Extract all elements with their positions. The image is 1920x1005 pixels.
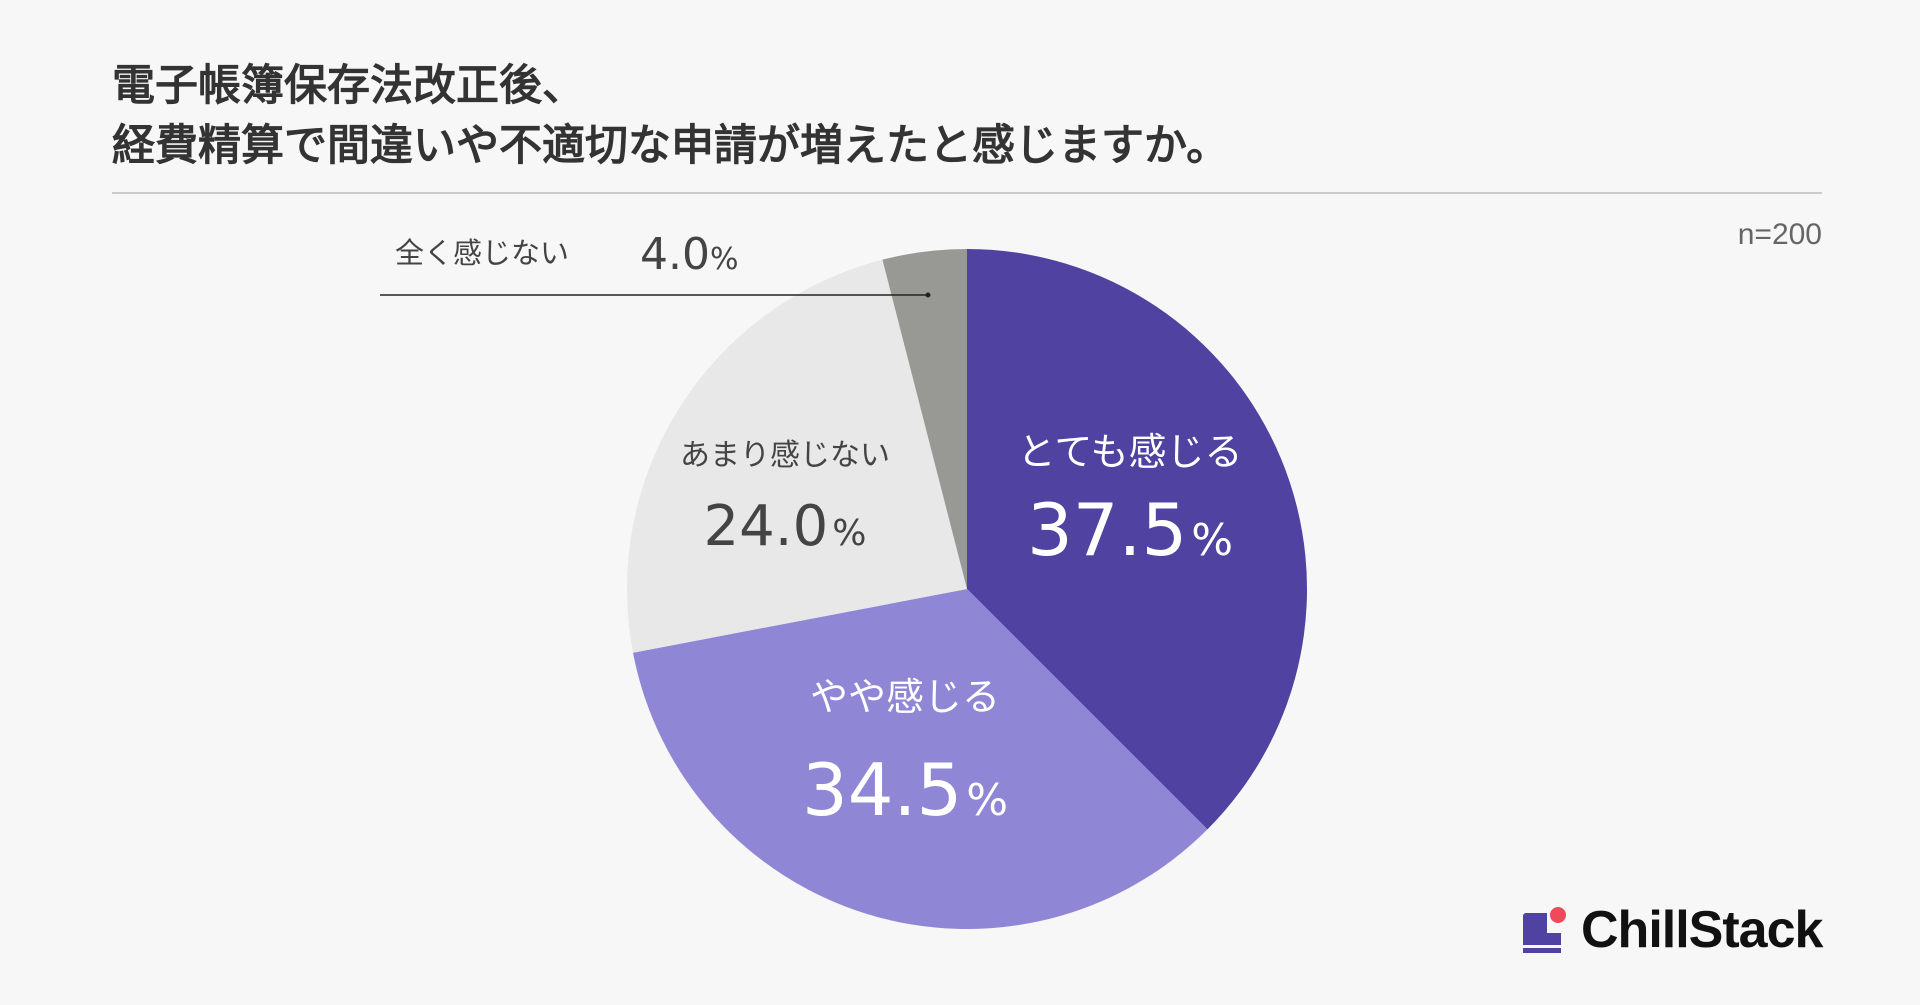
pie-slice-mattaku bbox=[882, 249, 967, 589]
slice-label-totemo: とても感じる bbox=[1018, 430, 1243, 474]
title-divider bbox=[112, 192, 1822, 194]
slice-label-amari: あまり感じない bbox=[680, 438, 890, 473]
slice-label-mattaku: 全く感じない bbox=[395, 236, 569, 270]
slice-value-totemo: 37.5% bbox=[1027, 488, 1233, 572]
chart-title-line-2: 経費精算で間違いや不適切な申請が増えたと感じますか。 bbox=[112, 121, 1230, 171]
slice-value-amari: 24.0% bbox=[704, 494, 867, 559]
chillstack-logo-icon bbox=[1523, 907, 1567, 953]
logo-wordmark: ChillStack bbox=[1581, 901, 1823, 959]
pie-slice-totemo bbox=[967, 249, 1308, 830]
pie-slice-amari bbox=[626, 259, 967, 653]
callout-dot-mattaku bbox=[925, 292, 931, 298]
pie-slices bbox=[626, 249, 1308, 930]
callout-lines bbox=[380, 292, 931, 298]
slice-labels: とても感じる 37.5% やや感じる 34.5% あまり感じない 24.0 % 全く感じない 4… bbox=[395, 229, 1242, 832]
slice-label-yaya: やや感じる bbox=[810, 675, 1000, 719]
chart-title: 電子帳簿保存法改正後、 経費精算で間違いや不適切な申請が増えたと感じますか。 bbox=[112, 56, 1229, 176]
slice-value-mattaku: 4.0% bbox=[640, 229, 739, 280]
chart-title-line-1: 電子帳簿保存法改正後、 bbox=[112, 61, 585, 111]
chillstack-logo: ChillStack bbox=[1523, 900, 1823, 960]
sample-size-label: n=200 bbox=[1737, 218, 1822, 251]
pie-slice-yaya bbox=[633, 589, 1208, 930]
slice-value-yaya: 34.5% bbox=[802, 748, 1008, 832]
